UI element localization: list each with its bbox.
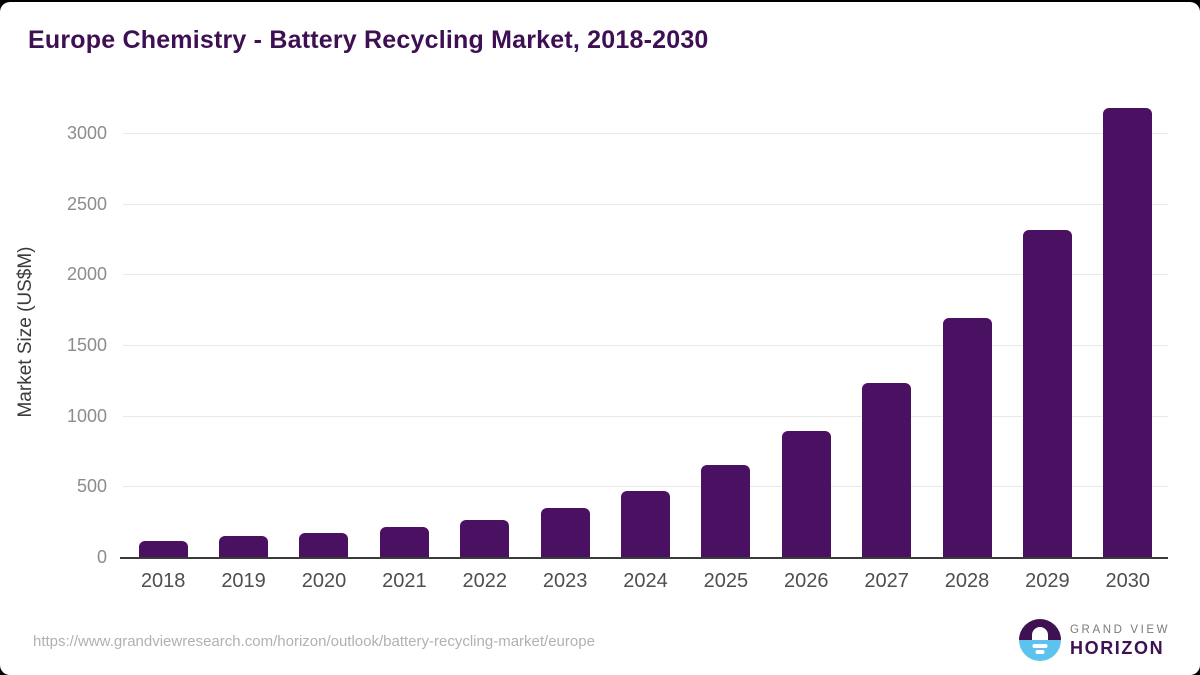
- logo-arch-shape: [1032, 627, 1048, 640]
- bar-2022[interactable]: [460, 520, 510, 557]
- gridline-3000: [123, 132, 1168, 134]
- logo-dash-shape: [1032, 644, 1048, 648]
- x-tick-label-2027: 2027: [864, 570, 909, 592]
- chart-title: Europe Chemistry - Battery Recycling Mar…: [28, 26, 709, 54]
- bar-2019[interactable]: [219, 535, 269, 557]
- logo-dash-shape: [1035, 650, 1045, 654]
- x-tick-label-2025: 2025: [703, 570, 749, 592]
- y-tick-label-0: 0: [96, 547, 107, 567]
- bar-2025[interactable]: [701, 465, 751, 557]
- gridline-1000: [123, 415, 1168, 417]
- gridline-1500: [123, 344, 1168, 346]
- y-tick-label-1000: 1000: [66, 405, 107, 426]
- bar-2027[interactable]: [862, 383, 912, 557]
- bar-2029[interactable]: [1022, 230, 1072, 557]
- bar-2026[interactable]: [781, 431, 831, 557]
- x-tick-label-2021: 2021: [382, 570, 427, 592]
- x-tick-label-2023: 2023: [542, 570, 588, 592]
- y-tick-label-1500: 1500: [66, 334, 107, 355]
- bar-2024[interactable]: [621, 490, 670, 557]
- x-tick-label-2029: 2029: [1025, 570, 1070, 592]
- x-tick-label-2030: 2030: [1105, 570, 1151, 592]
- source-url: https://www.grandviewresearch.com/horizo…: [33, 633, 595, 650]
- x-tick-label-2024: 2024: [623, 570, 668, 592]
- bar-2018[interactable]: [138, 540, 188, 557]
- x-axis-line: [120, 557, 1168, 559]
- gridline-2000: [123, 274, 1168, 276]
- x-tick-label-2018: 2018: [140, 570, 186, 592]
- y-tick-label-2500: 2500: [66, 193, 107, 214]
- grand-view-horizon-logo-icon: [1019, 619, 1061, 661]
- brand-text: GRAND VIEW HORIZON: [1070, 623, 1170, 658]
- brand-logo: GRAND VIEW HORIZON: [1019, 619, 1170, 661]
- bar-2028[interactable]: [942, 318, 992, 557]
- x-tick-label-2019: 2019: [221, 570, 266, 592]
- bar-2021[interactable]: [379, 527, 429, 557]
- bar-2030[interactable]: [1103, 108, 1153, 557]
- y-tick-label-2000: 2000: [66, 264, 107, 285]
- x-tick-label-2020: 2020: [301, 570, 347, 592]
- y-tick-label-500: 500: [76, 476, 107, 497]
- plot-area: [123, 102, 1168, 559]
- x-tick-label-2022: 2022: [462, 570, 507, 592]
- y-tick-label-3000: 3000: [66, 122, 107, 143]
- x-tick-label-2026: 2026: [784, 570, 829, 592]
- bar-2023[interactable]: [540, 507, 590, 557]
- bar-2020[interactable]: [299, 532, 349, 557]
- gridline-2500: [123, 203, 1168, 205]
- x-tick-label-2028: 2028: [944, 570, 990, 592]
- brand-name-top: GRAND VIEW: [1070, 623, 1171, 636]
- gridline-500: [123, 486, 1168, 488]
- brand-name-bottom: HORIZON: [1070, 637, 1165, 658]
